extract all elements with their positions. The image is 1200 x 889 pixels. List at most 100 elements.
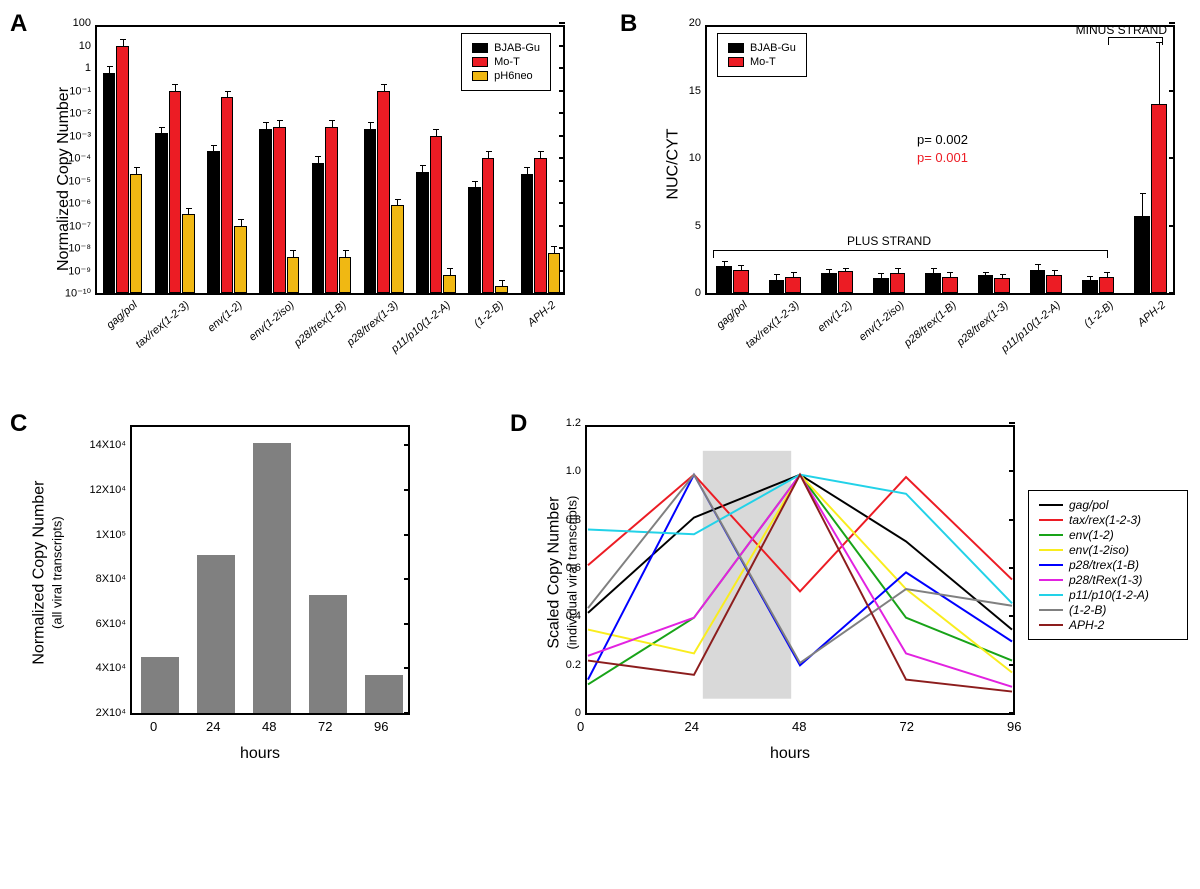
legend-label: pH6neo (494, 70, 533, 82)
line-swatch-icon (1039, 534, 1063, 536)
ytick-label: 8X10⁴ (96, 573, 126, 585)
bar (1134, 216, 1150, 293)
bar (468, 187, 481, 293)
bar (769, 280, 785, 294)
ylabel-l1: Normalized Copy Number (30, 481, 47, 665)
ytick-label: 10 (689, 152, 701, 164)
bar (339, 257, 352, 293)
xcat-label: p28/trex(1-3) (955, 299, 1011, 349)
ytick-label: 10⁻⁵ (68, 174, 91, 187)
series-line (588, 475, 1012, 673)
ytick-label: 20 (689, 17, 701, 29)
bar (495, 286, 508, 293)
bracket-plus (713, 250, 1108, 258)
bar (365, 675, 403, 713)
ytick-label: 6X10⁴ (96, 618, 126, 630)
bar (1046, 275, 1062, 293)
legend-label: env(1-2iso) (1069, 543, 1129, 557)
bar (521, 174, 534, 293)
chart-b-area: BJAB-Gu Mo-T p= 0.002 p= 0.001 PLUS STRA… (705, 25, 1175, 295)
bar (994, 278, 1010, 293)
ytick-label: 1 (85, 62, 91, 74)
ytick-label: 100 (73, 17, 91, 29)
legend-label: BJAB-Gu (750, 42, 796, 54)
ytick-label: 1.2 (566, 417, 581, 429)
legend-label: p28/tRex(1-3) (1069, 573, 1142, 587)
ytick-label: 10⁻¹ (69, 84, 91, 97)
panel-d-label: D (510, 410, 527, 438)
bar (377, 91, 390, 294)
legend-item: env(1-2iso) (1039, 543, 1177, 557)
legend-label: env(1-2) (1069, 528, 1114, 542)
legend-item: env(1-2) (1039, 528, 1177, 542)
bar (130, 174, 143, 293)
line-swatch-icon (1039, 564, 1063, 566)
xcat-label: APH-2 (1135, 299, 1168, 329)
line-swatch-icon (1039, 594, 1063, 596)
xcat-label: p28/trex(1-B) (902, 299, 959, 349)
ytick-label: 10⁻⁹ (68, 264, 91, 277)
ytick-label: 10⁻² (69, 107, 91, 120)
bar (716, 266, 732, 293)
xtick-label: 48 (262, 719, 276, 734)
series-line (588, 475, 1012, 687)
panel-c-ylabel: Normalized Copy Number (all viral transc… (30, 481, 65, 665)
xcat-label: env(1-2) (205, 299, 244, 335)
bar (197, 555, 235, 713)
bar (207, 151, 220, 293)
ytick-label: 10⁻¹⁰ (65, 287, 91, 300)
bar (838, 271, 854, 293)
ytick-label: 10⁻⁴ (68, 152, 91, 165)
panel-b: B NUC/CYT BJAB-Gu Mo-T p= 0.002 p= 0.001… (620, 10, 1200, 390)
p-value-1: p= 0.002 (917, 132, 968, 147)
legend-item: tax/rex(1-2-3) (1039, 513, 1177, 527)
legend-item: p28/trex(1-B) (1039, 558, 1177, 572)
ytick-label: 1X10⁵ (96, 529, 126, 541)
line-swatch-icon (1039, 504, 1063, 506)
xtick-label: 96 (1007, 719, 1021, 734)
series-line (588, 475, 1012, 685)
ylabel-l2: (all viral transcripts) (49, 516, 64, 629)
chart-d-legend: gag/poltax/rex(1-2-3)env(1-2)env(1-2iso)… (1028, 490, 1188, 640)
bar (141, 657, 179, 713)
xcat-label: APH-2 (525, 299, 558, 329)
ytick-label: 0 (575, 707, 581, 719)
legend-item: APH-2 (1039, 618, 1177, 632)
ytick-label: 10⁻⁷ (69, 219, 91, 232)
legend-label: (1-2-B) (1069, 603, 1106, 617)
bar (1151, 104, 1167, 293)
bar (253, 443, 291, 713)
panel-a-label: A (10, 10, 27, 38)
bar (182, 214, 195, 293)
series-line (588, 475, 1012, 630)
xtick-label: 72 (318, 719, 332, 734)
ytick-label: 0.2 (566, 659, 581, 671)
bar (391, 205, 404, 293)
ytick-label: 15 (689, 85, 701, 97)
xtick-label: 0 (150, 719, 157, 734)
bar (548, 253, 561, 294)
line-swatch-icon (1039, 519, 1063, 521)
panel-c-xlabel: hours (240, 745, 280, 763)
series-line (588, 475, 1012, 692)
chart-b-legend: BJAB-Gu Mo-T (717, 33, 807, 77)
legend-item: Mo-T (728, 56, 796, 68)
ytick-label: 5 (695, 220, 701, 232)
ylabel-l1: Scaled Copy Number (545, 497, 562, 649)
legend-label: p28/trex(1-B) (1069, 558, 1139, 572)
legend-label: Mo-T (750, 56, 776, 68)
legend-label: APH-2 (1069, 618, 1104, 632)
ytick-label: 10⁻⁸ (68, 242, 91, 255)
line-swatch-icon (1039, 624, 1063, 626)
bar (287, 257, 300, 293)
bar (821, 273, 837, 293)
bar (169, 91, 182, 294)
ytick-label: 14X10⁴ (89, 439, 126, 451)
bar (925, 273, 941, 293)
legend-item: p11/p10(1-2-A) (1039, 588, 1177, 602)
ytick-label: 12X10⁴ (89, 484, 126, 496)
legend-label: p11/p10(1-2-A) (1069, 588, 1149, 602)
xcat-label: env(1-2iso) (247, 299, 297, 344)
figure: A Normalized Copy Number BJAB-Gu Mo-T pH… (10, 10, 1190, 790)
bar (116, 46, 129, 294)
